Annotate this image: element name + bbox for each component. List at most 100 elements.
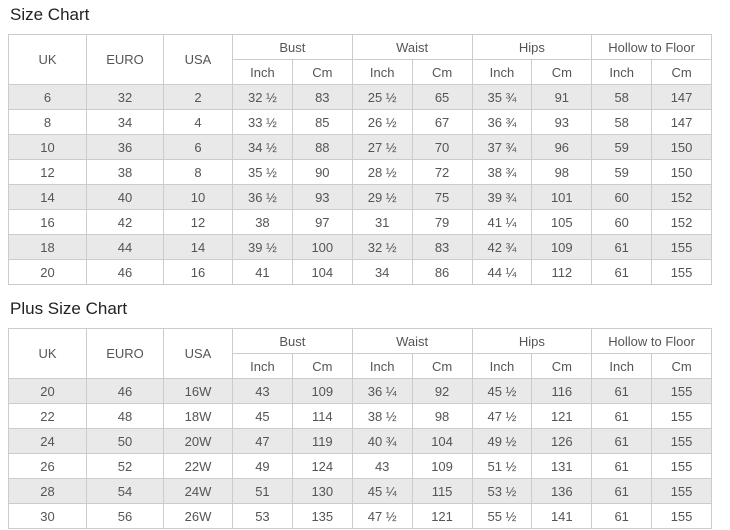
cell: 14	[8, 184, 87, 210]
cell: 20	[8, 378, 87, 404]
table-row: 26 52 22W 49 124 43 109 51 ½ 131 61 155	[8, 453, 712, 479]
cell: 51	[232, 478, 293, 504]
header-row-groups: UK EURO USA Bust Waist Hips Hollow to Floor	[8, 34, 712, 85]
cell: 97	[291, 209, 353, 235]
col-header-usa: USA	[163, 34, 233, 85]
cell: 18W	[163, 403, 233, 429]
table-row: 6 32 2 32 ½ 83 25 ½ 65 35 ¾ 91 58 147	[8, 84, 712, 110]
cell: 36 ¾	[471, 109, 533, 135]
cell: 98	[531, 159, 593, 185]
unit-header-cm: Cm	[291, 59, 353, 85]
table-row: 28 54 24W 51 130 45 ¼ 115 53 ½ 136 61 155	[8, 478, 712, 504]
cell: 34	[86, 109, 164, 135]
cell: 45 ¼	[351, 478, 413, 504]
cell: 155	[651, 503, 712, 529]
unit-header-inch: Inch	[232, 353, 293, 379]
cell: 135	[291, 503, 353, 529]
cell: 49	[232, 453, 293, 479]
cell: 104	[291, 259, 353, 285]
cell: 47 ½	[471, 403, 533, 429]
cell: 61	[591, 428, 653, 454]
table-row: 10 36 6 34 ½ 88 27 ½ 70 37 ¾ 96 59 150	[8, 134, 712, 160]
cell: 41 ¼	[471, 209, 533, 235]
group-header-hips: Hips	[471, 34, 593, 60]
cell: 104	[411, 428, 473, 454]
unit-header-cm: Cm	[411, 59, 473, 85]
cell: 83	[291, 84, 353, 110]
cell: 27 ½	[351, 134, 413, 160]
cell: 61	[591, 503, 653, 529]
cell: 45	[232, 403, 293, 429]
table-row: 8 34 4 33 ½ 85 26 ½ 67 36 ¾ 93 58 147	[8, 109, 712, 135]
cell: 75	[411, 184, 473, 210]
group-header-hollow-to-floor: Hollow to Floor	[591, 328, 712, 354]
cell: 61	[591, 478, 653, 504]
cell: 70	[411, 134, 473, 160]
size-chart-title: Size Chart	[10, 5, 90, 24]
cell: 61	[591, 453, 653, 479]
cell: 109	[411, 453, 473, 479]
cell: 100	[291, 234, 353, 260]
cell: 155	[651, 453, 712, 479]
cell: 93	[291, 184, 353, 210]
cell: 85	[291, 109, 353, 135]
cell: 50	[86, 428, 164, 454]
cell: 47	[232, 428, 293, 454]
group-header-hollow-to-floor: Hollow to Floor	[591, 34, 712, 60]
unit-header-inch: Inch	[351, 353, 413, 379]
col-header-euro: EURO	[86, 34, 164, 85]
size-chart-table: UK EURO USA Bust Waist Hips Hollow to Floor Inc…	[8, 34, 712, 285]
cell: 38	[232, 209, 293, 235]
table-row: 20 46 16 41 104 34 86 44 ¼ 112 61 155	[8, 259, 712, 285]
cell: 52	[86, 453, 164, 479]
cell: 38 ¾	[471, 159, 533, 185]
cell: 12	[163, 209, 233, 235]
unit-header-cm: Cm	[531, 353, 593, 379]
unit-header-inch: Inch	[471, 353, 533, 379]
cell: 12	[8, 159, 87, 185]
cell: 6	[8, 84, 87, 110]
unit-header-inch: Inch	[351, 59, 413, 85]
cell: 61	[591, 378, 653, 404]
cell: 101	[531, 184, 593, 210]
cell: 152	[651, 184, 712, 210]
cell: 88	[291, 134, 353, 160]
cell: 147	[651, 109, 712, 135]
header-row-units: Inch Cm Inch Cm Inch Cm Inch Cm	[9, 59, 712, 85]
cell: 61	[591, 403, 653, 429]
cell: 16	[8, 209, 87, 235]
unit-header-cm: Cm	[651, 353, 712, 379]
col-header-usa: USA	[163, 328, 233, 379]
cell: 90	[291, 159, 353, 185]
cell: 131	[531, 453, 593, 479]
cell: 121	[531, 403, 593, 429]
cell: 60	[591, 184, 653, 210]
cell: 155	[651, 478, 712, 504]
cell: 112	[531, 259, 593, 285]
cell: 42 ¾	[471, 234, 533, 260]
cell: 26 ½	[351, 109, 413, 135]
cell: 155	[651, 234, 712, 260]
cell: 4	[163, 109, 233, 135]
cell: 44	[86, 234, 164, 260]
cell: 43	[351, 453, 413, 479]
cell: 10	[8, 134, 87, 160]
cell: 51 ½	[471, 453, 533, 479]
cell: 42	[86, 209, 164, 235]
header-row-units: Inch Cm Inch Cm Inch Cm Inch Cm	[9, 353, 712, 379]
cell: 40	[86, 184, 164, 210]
cell: 130	[291, 478, 353, 504]
cell: 56	[86, 503, 164, 529]
cell: 67	[411, 109, 473, 135]
cell: 26	[8, 453, 87, 479]
cell: 33 ½	[232, 109, 293, 135]
cell: 45 ½	[471, 378, 533, 404]
table-row: 16 42 12 38 97 31 79 41 ¼ 105 60 152	[8, 209, 712, 235]
cell: 31	[351, 209, 413, 235]
group-header-waist: Waist	[351, 34, 473, 60]
table-row: 30 56 26W 53 135 47 ½ 121 55 ½ 141 61 155	[8, 503, 712, 529]
cell: 59	[591, 134, 653, 160]
table-row: 22 48 18W 45 114 38 ½ 98 47 ½ 121 61 155	[8, 403, 712, 429]
cell: 41	[232, 259, 293, 285]
